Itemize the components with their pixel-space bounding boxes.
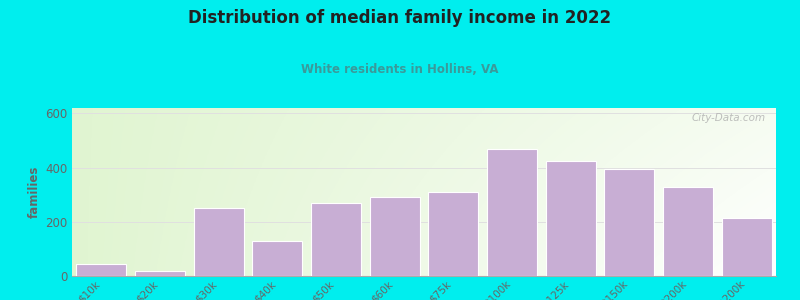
- Text: Distribution of median family income in 2022: Distribution of median family income in …: [189, 9, 611, 27]
- Bar: [253, 241, 302, 276]
- Bar: [487, 148, 537, 276]
- Bar: [194, 208, 243, 276]
- Bar: [77, 264, 126, 276]
- Text: White residents in Hollins, VA: White residents in Hollins, VA: [302, 63, 498, 76]
- Bar: [663, 187, 713, 276]
- Bar: [311, 203, 361, 276]
- Text: City-Data.com: City-Data.com: [691, 113, 766, 123]
- Bar: [546, 161, 595, 276]
- Bar: [370, 197, 419, 276]
- Y-axis label: families: families: [28, 166, 41, 218]
- Bar: [429, 192, 478, 276]
- Bar: [135, 271, 185, 276]
- Bar: [722, 218, 771, 276]
- Bar: [605, 169, 654, 276]
